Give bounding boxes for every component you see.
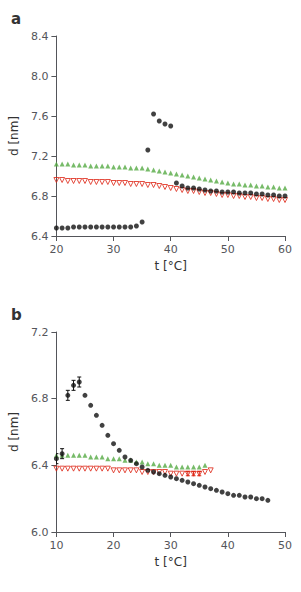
svg-text:6.8: 6.8: [31, 392, 49, 405]
svg-text:t [°C]: t [°C]: [155, 259, 187, 273]
svg-text:40: 40: [164, 243, 178, 256]
svg-text:7.2: 7.2: [31, 326, 49, 339]
svg-text:t [°C]: t [°C]: [155, 555, 187, 569]
svg-text:6.4: 6.4: [31, 459, 49, 472]
svg-text:40: 40: [221, 539, 235, 552]
svg-text:6.0: 6.0: [31, 526, 49, 539]
svg-text:60: 60: [278, 243, 292, 256]
svg-text:50: 50: [278, 539, 292, 552]
svg-text:b: b: [11, 306, 22, 324]
svg-text:20: 20: [107, 539, 121, 552]
svg-text:7.2: 7.2: [31, 150, 49, 163]
svg-text:7.6: 7.6: [31, 110, 49, 123]
svg-text:6.8: 6.8: [31, 190, 49, 203]
svg-text:8.0: 8.0: [31, 70, 49, 83]
svg-text:a: a: [11, 10, 21, 28]
svg-text:d [nm]: d [nm]: [7, 116, 21, 156]
svg-text:50: 50: [221, 243, 235, 256]
svg-text:6.4: 6.4: [31, 230, 49, 243]
svg-text:8.4: 8.4: [31, 30, 49, 43]
svg-text:30: 30: [107, 243, 121, 256]
svg-text:d [nm]: d [nm]: [7, 412, 21, 452]
svg-text:10: 10: [49, 539, 63, 552]
svg-text:20: 20: [49, 243, 63, 256]
svg-text:30: 30: [164, 539, 178, 552]
